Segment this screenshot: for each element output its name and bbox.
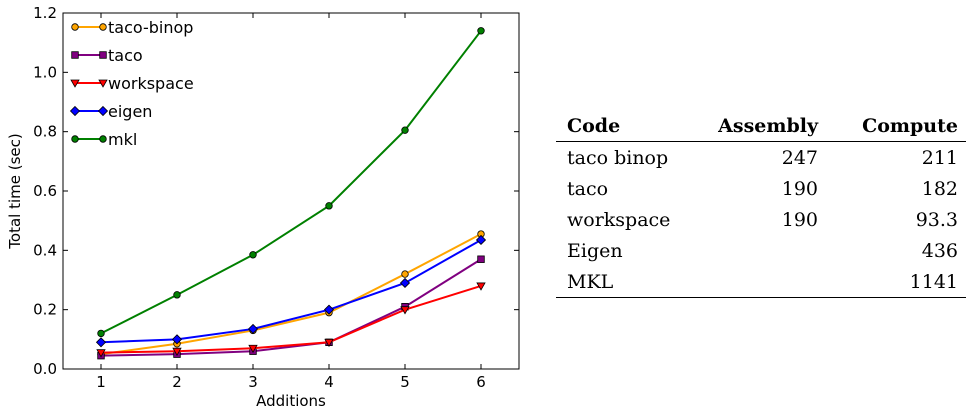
y-tick-label: 1.0 — [33, 63, 57, 81]
data-point — [399, 277, 411, 289]
legend-marker — [99, 135, 107, 143]
legend-label: mkl — [108, 130, 137, 149]
x-tick-label: 4 — [324, 373, 334, 391]
data-point — [97, 329, 105, 338]
legend-item: workspace — [70, 74, 194, 93]
x-axis-label: Additions — [256, 392, 326, 410]
data-point — [247, 323, 259, 335]
legend-marker — [97, 105, 109, 117]
y-axis-label: Total time (sec) — [6, 133, 24, 249]
cell-assembly: 190 — [781, 177, 818, 200]
cell-assembly — [698, 266, 818, 298]
legend-label: taco-binop — [108, 18, 193, 37]
data-point — [323, 304, 335, 315]
cell-compute: 93.3 — [915, 208, 958, 231]
cell-code: Eigen — [567, 239, 623, 262]
cell-compute: 211 — [921, 146, 958, 169]
series-line — [100, 239, 482, 344]
legend-marker — [99, 23, 107, 31]
legend-label: workspace — [108, 74, 194, 93]
series-line — [100, 258, 482, 357]
legend-marker — [98, 79, 108, 88]
cell-compute: 1141 — [818, 266, 966, 298]
line-chart: 1 2 3 4 5 60.00.20.40.60.81.01.2taco-binoptac… — [6, 4, 520, 410]
data-point — [400, 306, 410, 315]
legend-item: taco-binop — [71, 18, 193, 37]
legend-label: eigen — [108, 102, 152, 121]
series-mkl — [97, 27, 485, 338]
data-point — [96, 349, 106, 358]
legend-marker — [69, 105, 81, 117]
cell-assembly: 190 — [781, 208, 818, 231]
data-point — [248, 344, 258, 354]
data-point — [477, 255, 485, 263]
legend-marker — [71, 23, 79, 31]
legend-marker — [70, 79, 80, 88]
series-line — [100, 284, 482, 354]
cell-assembly — [698, 235, 818, 266]
legend-item: eigen — [69, 102, 152, 121]
legend-marker — [99, 51, 107, 59]
legend-marker — [71, 51, 79, 59]
table-header-row: Code Assembly Compute — [556, 113, 966, 142]
x-tick-label: 6 — [476, 373, 486, 391]
data-point — [477, 27, 485, 35]
column-header-code: Code — [556, 113, 698, 142]
legend-item: taco — [71, 46, 143, 65]
legend-label: taco — [108, 46, 143, 65]
plot-area: 1 2 3 4 5 60.00.20.40.60.81.01.2taco-binoptac… — [33, 4, 520, 391]
data-point — [173, 291, 181, 299]
x-tick-label: 3 — [248, 373, 258, 391]
legend-marker — [71, 135, 79, 143]
y-tick-label: 0.0 — [33, 360, 57, 378]
x-tick-label: 1 — [96, 373, 106, 391]
legend-item: mkl — [71, 130, 137, 149]
legend: taco-binop taco workspace eigen mkl — [69, 18, 194, 149]
data-point — [172, 347, 182, 357]
cell-code: workspace — [567, 208, 671, 231]
data-point — [249, 251, 257, 259]
table-row: Eigen 436 — [556, 235, 966, 266]
data-point — [401, 270, 409, 278]
data-point — [95, 337, 107, 348]
table-row: workspace 190 93.3 — [556, 204, 966, 235]
cell-compute: 436 — [921, 239, 958, 262]
series-line — [100, 233, 482, 356]
y-tick-label: 0.2 — [33, 301, 57, 319]
cell-compute: 182 — [921, 177, 958, 200]
y-tick-label: 0.8 — [33, 123, 57, 141]
data-point — [171, 334, 183, 345]
table-row: taco 190 182 — [556, 173, 966, 204]
y-tick-label: 0.4 — [33, 241, 57, 259]
data-point — [401, 126, 409, 134]
x-tick-label: 5 — [400, 373, 410, 391]
series-line — [100, 30, 482, 335]
table-row: taco binop 247 211 — [556, 142, 966, 174]
cell-code: taco binop — [567, 146, 669, 169]
series-eigen — [95, 234, 487, 348]
series-workspace — [96, 282, 486, 358]
results-table: Code Assembly Compute taco binop 247 211… — [556, 113, 966, 298]
data-point — [475, 234, 487, 246]
data-point — [324, 338, 334, 348]
column-header-assembly: Assembly — [698, 113, 818, 142]
cell-code: taco — [567, 177, 609, 200]
column-header-compute: Compute — [818, 113, 966, 142]
data-point — [325, 202, 333, 210]
y-tick-label: 1.2 — [33, 4, 57, 22]
plot-frame — [62, 12, 520, 370]
table-row: MKL 1141 — [556, 266, 966, 298]
x-tick-label: 2 — [172, 373, 182, 391]
data-point — [476, 282, 486, 291]
y-tick-label: 0.6 — [33, 182, 57, 200]
cell-assembly: 247 — [781, 146, 818, 169]
cell-code: MKL — [556, 266, 698, 298]
